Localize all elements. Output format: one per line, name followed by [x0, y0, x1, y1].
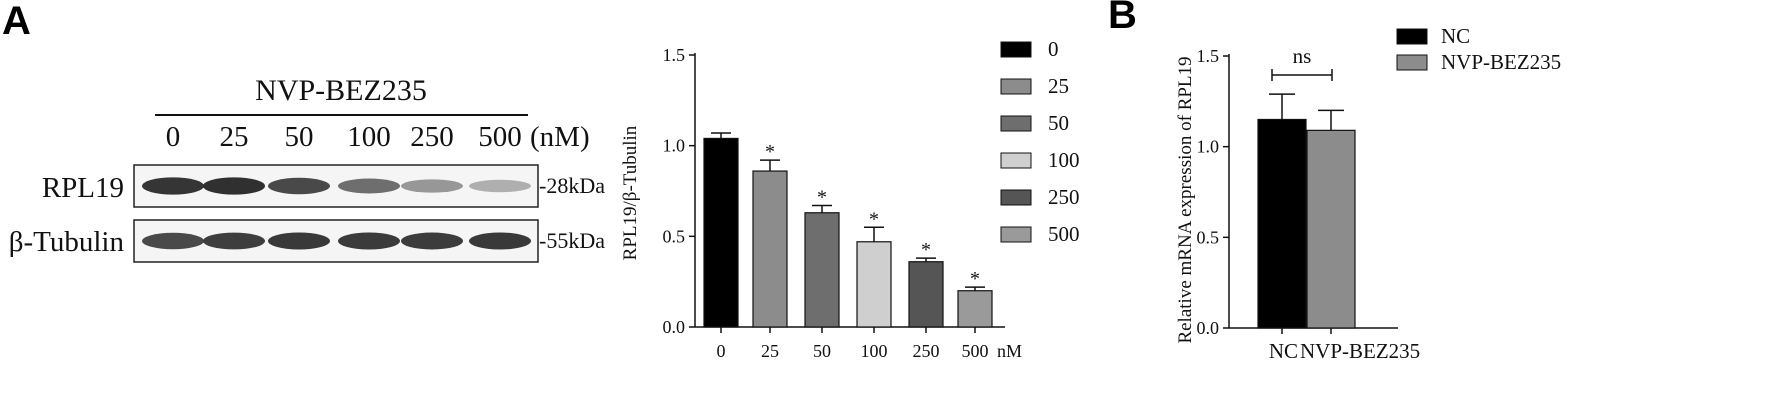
chart1-x-unit-label: nM	[997, 341, 1022, 361]
chart2-y-axis-title: Relative mRNA expression of RPL19	[1175, 56, 1196, 343]
chart1-legend-label: 100	[1048, 148, 1080, 172]
chart1-x-tick-label: 25	[761, 341, 779, 361]
chart-rpl19-ratio: RPL19/β-Tubulin 0.0 0.5 1.0 1.5 0 * 25 * 50 * 100…	[620, 37, 1080, 361]
chart1-significance-star: *	[765, 141, 775, 163]
chart2-legend-swatch	[1396, 54, 1428, 71]
chart1-legend-label: 0	[1048, 37, 1059, 61]
chart1-bars: 0 * 25 * 50 * 100 * 250 * 500 nM	[703, 132, 1022, 361]
chart1-bar	[856, 241, 892, 328]
dose-label: 0	[166, 121, 181, 153]
chart1-x-tick-label: 500	[962, 341, 989, 361]
chart2-x-tick-label: NC	[1269, 339, 1298, 363]
chart1-legend-swatch	[1000, 226, 1032, 243]
chart1-axes: 0.0 0.5 1.0 1.5	[663, 45, 1005, 337]
chart1-y-tick-label: 1.5	[663, 45, 686, 65]
dose-label: 100	[347, 121, 391, 153]
blot-band	[203, 177, 265, 195]
blot-band	[203, 232, 265, 250]
blot-band	[338, 232, 400, 250]
chart1-legend-swatch	[1000, 152, 1032, 169]
chart1-y-tick-label: 0.5	[663, 226, 686, 246]
blot-band	[142, 177, 204, 195]
chart1-significance-star: *	[921, 239, 931, 261]
tubulin-row-label: β-Tubulin	[9, 226, 125, 258]
chart2-legend-label: NVP-BEZ235	[1441, 50, 1561, 74]
dose-label: 500	[478, 121, 522, 153]
blot-band	[142, 232, 204, 250]
chart1-bar	[703, 137, 739, 328]
chart1-y-tick-label: 1.0	[663, 136, 686, 156]
dose-label: 250	[410, 121, 454, 153]
blot-band	[268, 232, 330, 250]
chart2-y-tick-label: 0.5	[1197, 227, 1220, 247]
chart1-x-tick-label: 50	[813, 341, 831, 361]
chart1-legend-label: 250	[1048, 185, 1080, 209]
blot-band	[469, 179, 531, 193]
chart2-x-tick-label: NVP-BEZ235	[1300, 339, 1420, 363]
chart-rpl19-mrna: Relative mRNA expression of RPL19 0.0 0.5…	[1175, 24, 1561, 363]
panel-b-letter: B	[1108, 0, 1137, 37]
chart1-legend-swatch	[1000, 189, 1032, 206]
chart1-bar	[957, 290, 993, 328]
blot-band	[401, 232, 463, 250]
western-blot: NVP-BEZ235 0 25 50 100 250 500 (nM) RPL19 β-T…	[9, 74, 605, 263]
chart2-y-tick-label: 0.0	[1197, 318, 1220, 338]
chart1-legend-swatch	[1000, 78, 1032, 95]
chart1-x-tick-label: 0	[717, 341, 726, 361]
chart2-bars: NC NVP-BEZ235 ns	[1257, 44, 1420, 363]
chart1-legend-swatch	[1000, 115, 1032, 132]
chart1-x-tick-label: 250	[913, 341, 940, 361]
blot-treatment-label: NVP-BEZ235	[255, 74, 427, 107]
dose-label: 25	[220, 121, 249, 153]
chart1-legend-label: 500	[1048, 222, 1080, 246]
chart1-legend-swatch	[1000, 41, 1032, 58]
chart1-legend: 0 25 50 100 250 500	[1000, 37, 1080, 246]
panel-a-letter: A	[2, 0, 31, 43]
chart1-legend-label: 25	[1048, 74, 1069, 98]
rpl19-row-label: RPL19	[42, 172, 124, 204]
dose-label: 50	[285, 121, 314, 153]
chart2-bar	[1306, 129, 1356, 329]
chart1-bar	[804, 212, 840, 328]
chart1-legend-label: 50	[1048, 111, 1069, 135]
chart2-bar	[1257, 118, 1307, 329]
rpl19-size-marker: -28kDa	[539, 173, 605, 198]
dose-labels: 0 25 50 100 250 500	[166, 121, 522, 153]
chart2-axes: 0.0 0.5 1.0 1.5	[1197, 46, 1398, 338]
chart1-bar	[752, 170, 788, 328]
chart1-x-tick-label: 100	[861, 341, 888, 361]
chart1-y-axis-title: RPL19/β-Tubulin	[620, 125, 641, 260]
dose-unit-label: (nM)	[530, 121, 590, 153]
chart2-legend-label: NC	[1441, 24, 1470, 48]
tubulin-size-marker: -55kDa	[539, 228, 605, 253]
chart2-legend-swatch	[1396, 28, 1428, 45]
chart1-y-tick-label: 0.0	[663, 317, 686, 337]
chart2-significance-label: ns	[1293, 44, 1312, 68]
blot-bands	[142, 177, 531, 250]
chart2-y-tick-label: 1.0	[1197, 137, 1220, 157]
chart1-significance-star: *	[970, 268, 980, 290]
chart2-y-tick-label: 1.5	[1197, 46, 1220, 66]
chart1-significance-star: *	[817, 187, 827, 209]
blot-band	[401, 179, 463, 193]
chart1-significance-star: *	[869, 208, 879, 230]
chart1-bar	[908, 261, 944, 328]
blot-band	[338, 178, 400, 194]
blot-band	[268, 177, 330, 195]
blot-band	[469, 232, 531, 250]
